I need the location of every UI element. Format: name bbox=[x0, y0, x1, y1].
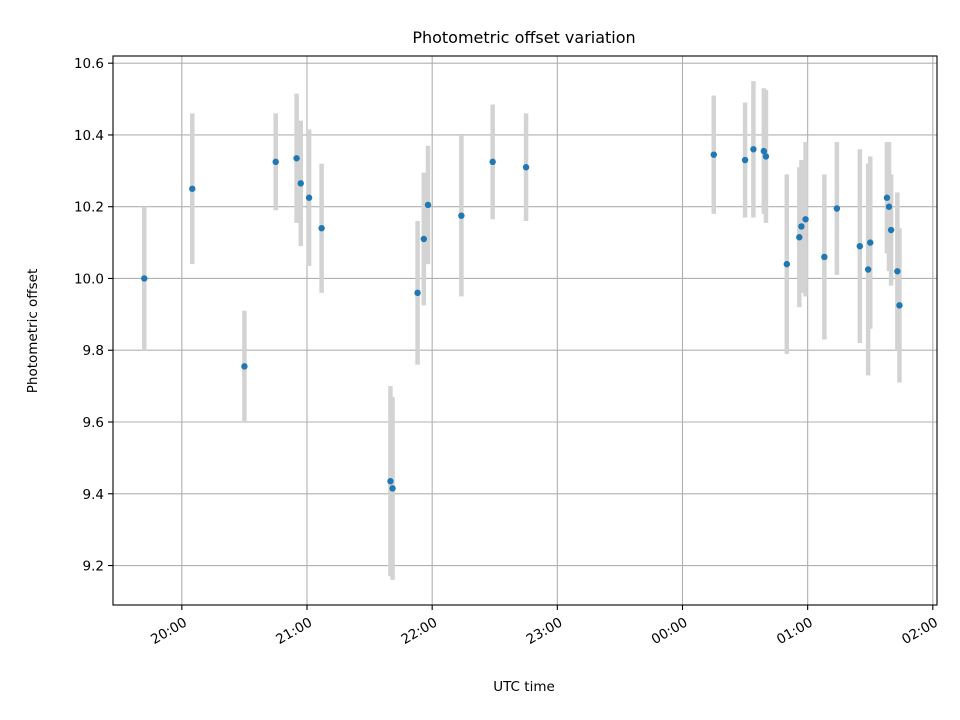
data-point bbox=[741, 156, 749, 164]
data-point bbox=[856, 242, 864, 250]
y-tick-label: 9.6 bbox=[83, 415, 104, 431]
data-point bbox=[867, 239, 874, 246]
data-point bbox=[887, 226, 895, 234]
data-point bbox=[750, 146, 757, 153]
data-point bbox=[762, 153, 770, 160]
data-point bbox=[458, 212, 465, 219]
data-point bbox=[414, 289, 421, 297]
data-point bbox=[760, 147, 768, 155]
data-point bbox=[389, 485, 396, 492]
data-point bbox=[318, 225, 325, 232]
data-point bbox=[710, 151, 717, 158]
data-point bbox=[141, 275, 148, 282]
data-point bbox=[894, 268, 901, 275]
data-points bbox=[141, 146, 903, 492]
plot-frame bbox=[112, 55, 938, 606]
y-tick-label: 10.0 bbox=[74, 271, 104, 287]
y-axis-label: Photometric offset bbox=[25, 269, 41, 393]
x-axis-label: UTC time bbox=[493, 679, 555, 695]
data-point bbox=[833, 205, 841, 212]
y-tick-label: 10.6 bbox=[74, 56, 104, 72]
data-point bbox=[821, 253, 828, 261]
data-point bbox=[798, 223, 805, 230]
y-tick-label: 9.4 bbox=[83, 487, 104, 503]
y-tick-label: 9.8 bbox=[83, 343, 104, 359]
data-point bbox=[885, 203, 893, 210]
data-point bbox=[783, 260, 791, 268]
data-point bbox=[420, 235, 428, 243]
y-axis-ticks: 9.2 9.4 9.6 9.8 10.0 10.2 10.4 10.6 bbox=[74, 56, 113, 575]
chart-title: Photometric offset variation bbox=[412, 28, 635, 47]
y-tick-label: 9.2 bbox=[83, 559, 104, 575]
data-point bbox=[864, 266, 872, 273]
data-point bbox=[883, 194, 891, 201]
y-tick-label: 10.2 bbox=[74, 200, 104, 216]
data-point bbox=[424, 201, 432, 209]
data-point bbox=[297, 180, 304, 187]
data-point bbox=[293, 155, 300, 162]
data-point bbox=[272, 158, 279, 166]
data-point bbox=[802, 216, 809, 223]
data-point bbox=[796, 234, 803, 241]
data-point bbox=[489, 158, 496, 166]
data-point bbox=[522, 164, 530, 171]
data-point bbox=[305, 194, 313, 201]
data-point bbox=[189, 185, 196, 192]
data-point bbox=[896, 302, 903, 309]
data-point bbox=[241, 363, 248, 370]
y-tick-label: 10.4 bbox=[74, 128, 104, 144]
data-point bbox=[387, 478, 394, 485]
